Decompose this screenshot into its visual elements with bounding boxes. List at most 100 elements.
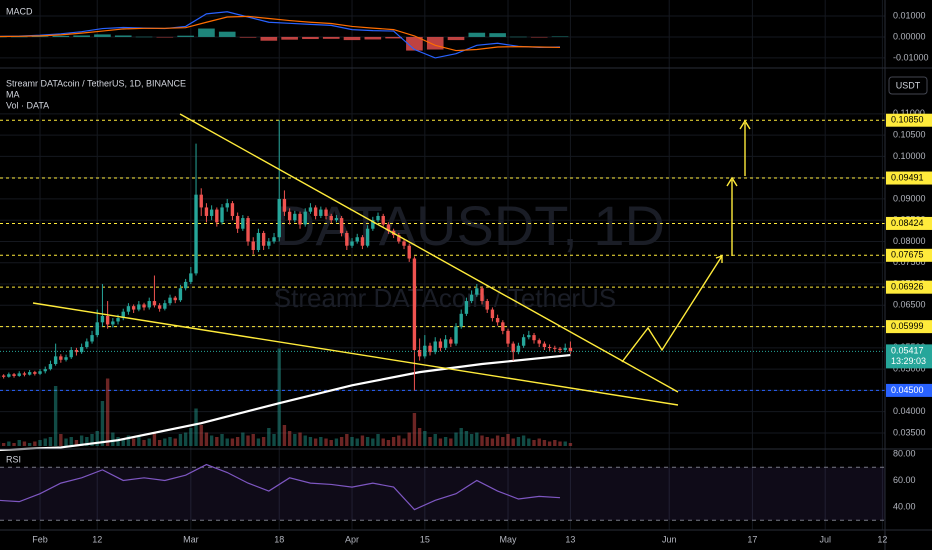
- candle-body: [339, 218, 344, 233]
- rsi-tick-label: 80.00: [893, 448, 916, 458]
- candle-body: [412, 258, 417, 350]
- candle-body: [428, 345, 432, 353]
- candle-body: [287, 211, 292, 221]
- candle-body: [537, 340, 541, 344]
- volume-bar: [267, 428, 271, 446]
- macd-histogram-bar: [489, 33, 506, 37]
- macd-histogram-bar: [447, 36, 465, 41]
- candle-body: [480, 288, 484, 302]
- volume-bar: [495, 435, 500, 446]
- candle-body: [85, 341, 89, 348]
- volume-bar: [365, 437, 370, 446]
- candle-body: [547, 347, 552, 349]
- volume-bar: [490, 438, 495, 446]
- rsi-line: [0, 463, 561, 511]
- rsi-band: [0, 467, 885, 521]
- volume-bar: [402, 438, 406, 446]
- macd-histogram-bar: [218, 31, 236, 37]
- candle-body: [521, 337, 526, 346]
- candle-body: [334, 218, 339, 221]
- macd-histogram-bar: [31, 36, 49, 37]
- candle-body: [397, 235, 401, 242]
- candle-body: [319, 209, 323, 216]
- y-tick-label: 0.06500: [893, 300, 926, 310]
- macd-histogram-bar: [114, 35, 132, 37]
- volume-bar: [412, 413, 417, 446]
- macd-histogram-bar: [406, 36, 423, 51]
- candle-body: [511, 343, 515, 353]
- candle-body: [298, 213, 302, 225]
- macd-tick-label: 0.00000: [893, 31, 926, 41]
- volume-bar: [542, 440, 547, 446]
- candle-body: [27, 372, 32, 375]
- y-tick-label: 0.11000: [893, 108, 925, 118]
- volume-bar: [22, 441, 27, 446]
- volume-bar: [137, 437, 141, 446]
- chart-title: Streamr DATAcoin / TetherUS, 1D, BINANCE: [6, 78, 186, 88]
- volume-bar: [220, 434, 224, 446]
- x-tick-label: 15: [420, 534, 430, 544]
- volume-bar: [558, 441, 562, 446]
- volume-bar: [449, 438, 453, 446]
- volume-bar: [397, 435, 401, 446]
- candle-body: [313, 207, 318, 216]
- candle-body: [246, 218, 250, 242]
- x-tick-label: Feb: [32, 534, 48, 544]
- volume-bar: [168, 437, 172, 446]
- volume-bar: [121, 438, 125, 446]
- volume-bar: [85, 437, 89, 446]
- trend-line: [179, 113, 679, 393]
- candle-body: [241, 218, 245, 229]
- candle-body: [251, 241, 255, 250]
- volume-bar: [282, 425, 287, 446]
- macd-histogram-bar: [239, 36, 257, 38]
- candle-body: [485, 301, 489, 310]
- x-tick-label: 13: [565, 534, 575, 544]
- volume-bar: [308, 437, 313, 446]
- candle-body: [365, 228, 370, 246]
- volume-bar: [511, 438, 515, 446]
- volume-bar: [563, 441, 567, 446]
- x-tick-label: Mar: [183, 534, 199, 544]
- candle-body: [111, 321, 115, 325]
- volume-bar: [251, 434, 255, 446]
- volume-bar: [360, 435, 365, 446]
- macd-line: [0, 15, 561, 52]
- last-price-label: 0.05417: [891, 345, 924, 355]
- volume-bar: [100, 401, 105, 446]
- candle-body: [329, 215, 333, 221]
- volume-bar: [319, 437, 323, 446]
- candle-body: [69, 349, 73, 358]
- currency-button-label[interactable]: USDT: [896, 80, 921, 90]
- volume-bar: [293, 434, 297, 446]
- volume-bar: [131, 438, 136, 446]
- y-tick-label: 0.07500: [893, 257, 926, 267]
- volume-bar: [459, 428, 463, 446]
- currency-button[interactable]: [888, 76, 928, 95]
- candle-body: [116, 318, 120, 322]
- candle-body: [137, 304, 141, 310]
- volume-bar: [27, 443, 32, 446]
- candle-body: [345, 232, 349, 246]
- volume-bar: [350, 437, 354, 446]
- candle-body: [267, 241, 271, 246]
- candle-body: [53, 356, 58, 365]
- volume-bar: [74, 440, 79, 446]
- candle-body: [553, 347, 557, 349]
- candle-body: [74, 349, 79, 353]
- candle-body: [563, 347, 567, 350]
- y-tick-label: 0.10500: [893, 129, 926, 139]
- volume-bar: [329, 440, 333, 446]
- volume-bar: [303, 435, 307, 446]
- macd-histogram-bar: [73, 35, 90, 37]
- x-tick-label: Jun: [662, 534, 677, 544]
- volume-bar: [485, 437, 489, 446]
- candle-body: [350, 241, 354, 246]
- candle-body: [33, 372, 37, 374]
- candle-body: [464, 301, 469, 314]
- volume-bar: [272, 434, 276, 446]
- level-label: 0.09491: [891, 172, 924, 182]
- volume-bar: [355, 438, 359, 446]
- candle-body: [324, 209, 328, 216]
- volume-bar: [241, 432, 245, 446]
